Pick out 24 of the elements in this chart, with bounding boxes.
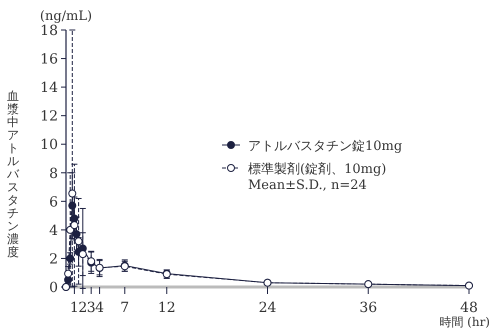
text: (ng/mL): [40, 9, 92, 24]
x-tick-label: 2: [78, 300, 88, 316]
y-tick-label: 14: [40, 80, 58, 96]
y-tick-label: 18: [40, 23, 58, 39]
x-tick-label: 48: [460, 300, 478, 316]
x-tick-label: 12: [158, 300, 176, 316]
x-tick-label: 7: [120, 300, 130, 316]
x-tick-label: 24: [258, 300, 276, 316]
y-tick-label: 16: [40, 52, 58, 68]
y-tick-label: 8: [49, 166, 58, 182]
annotation: Mean±S.D., n=24: [248, 178, 367, 193]
y-tick-label: 2: [49, 251, 58, 268]
y-tick-label: 12: [40, 108, 58, 125]
y-tick-label: 4: [49, 222, 58, 239]
legend-label: 標準製剤(錠剤、10mg): [248, 162, 386, 177]
text: 血漿中アトルバスタチン濃度: [7, 89, 19, 259]
x-axis-title: 時間 (hr): [439, 315, 490, 329]
y-tick-label: 0: [49, 280, 58, 296]
x-tick-label: 36: [359, 300, 378, 316]
x-tick-label: 4: [95, 300, 104, 316]
y-tick-label: 10: [40, 137, 58, 154]
y-tick-label: 6: [49, 194, 58, 210]
x-tick-label: 3: [86, 300, 96, 316]
x-tick-label: 1: [70, 300, 79, 316]
